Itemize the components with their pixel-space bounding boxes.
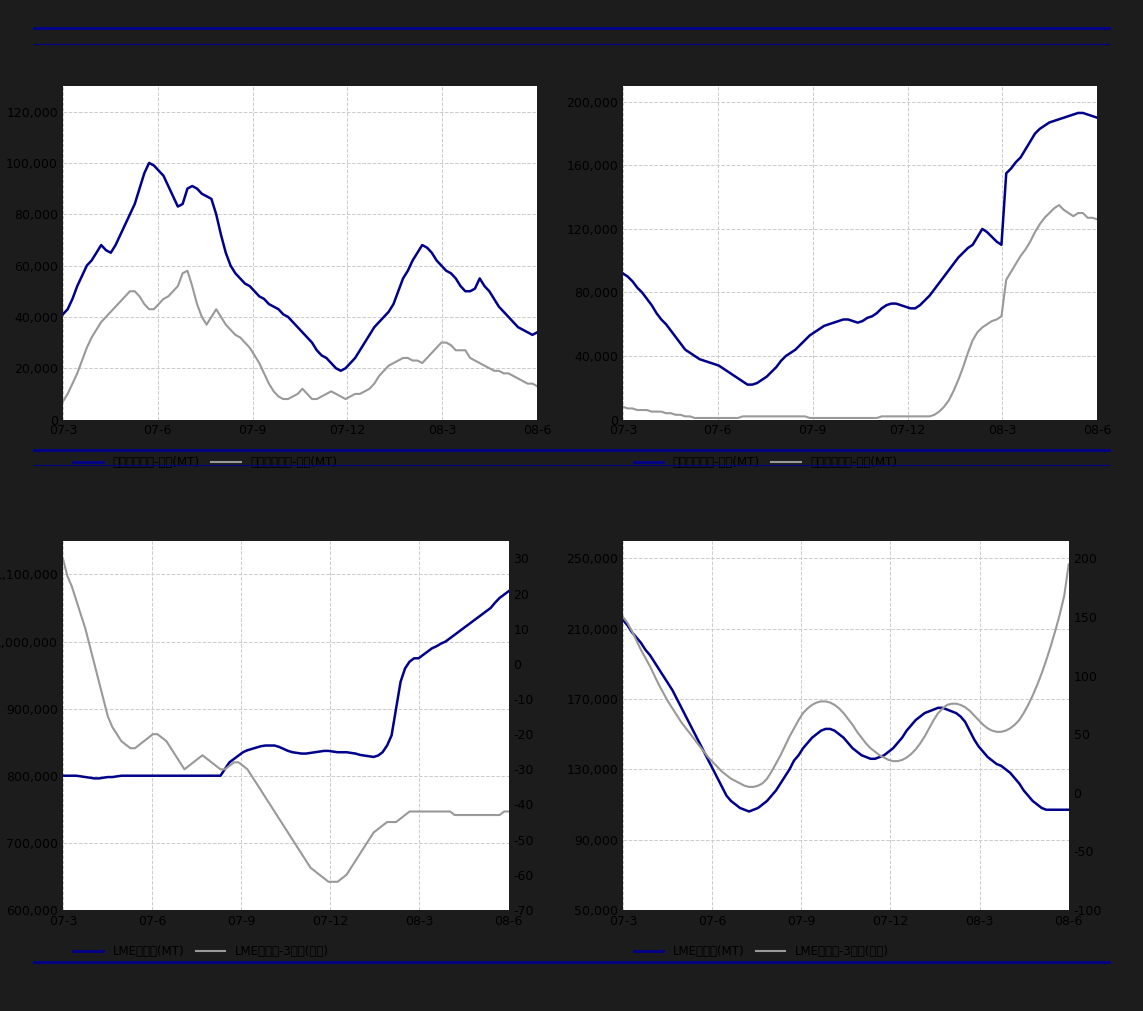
Legend: LME铝库存(MT), LME铝现货-3个月(右轴): LME铝库存(MT), LME铝现货-3个月(右轴) [69, 940, 334, 963]
Legend: 上期所铝库存-小计(MT), 上期所铝库存-期货(MT): 上期所铝库存-小计(MT), 上期所铝库存-期货(MT) [629, 451, 902, 474]
Legend: LME铜库存(MT), LME铜现货-3个月(右轴): LME铜库存(MT), LME铜现货-3个月(右轴) [629, 940, 894, 963]
Legend: 上期所铜库存-小计(MT), 上期所铜库存-期货(MT): 上期所铜库存-小计(MT), 上期所铜库存-期货(MT) [69, 451, 342, 474]
